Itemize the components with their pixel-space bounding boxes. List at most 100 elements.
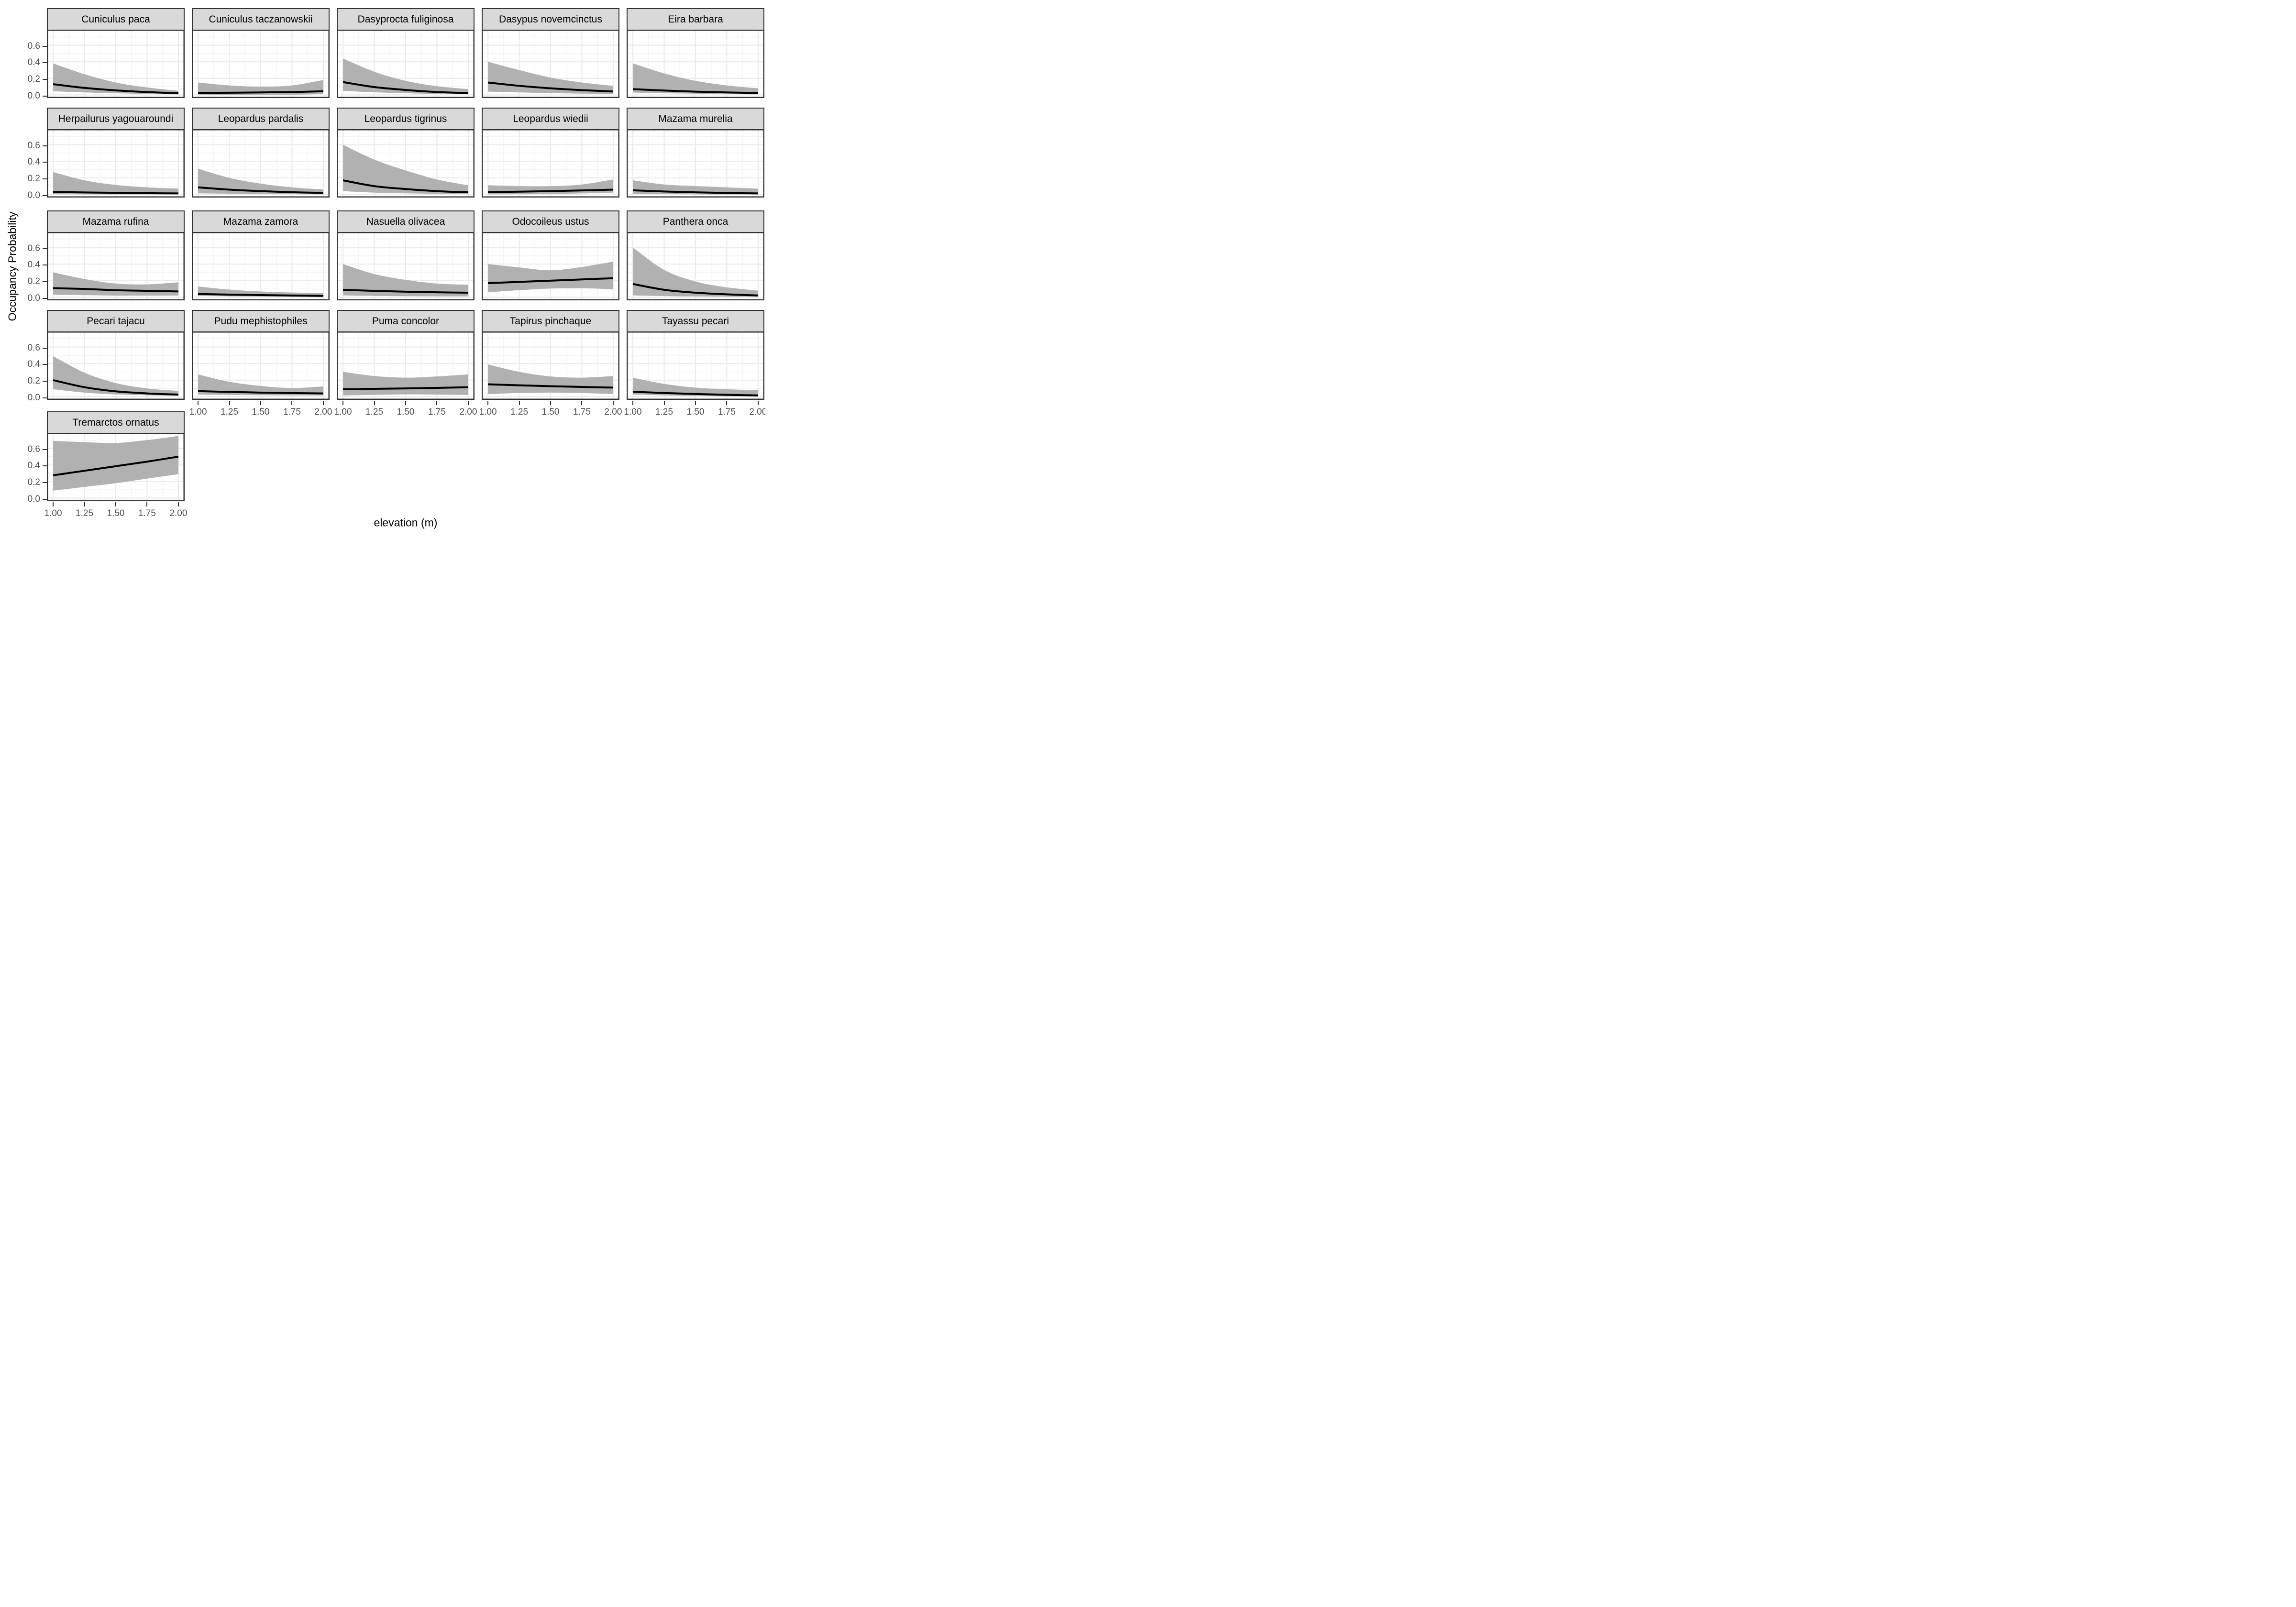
confidence-ribbon (633, 377, 758, 396)
facet-panel: Cuniculus taczanowskii (192, 8, 330, 99)
mean-occupancy-line (488, 383, 613, 388)
facet-strip-label: Nasuella olivacea (337, 210, 475, 233)
x-axis-tick-label: 1.00 (189, 407, 207, 417)
x-axis-tick (632, 401, 634, 405)
y-axis-tick (43, 195, 47, 196)
x-axis-tick (519, 401, 520, 405)
x-axis-tick (198, 401, 199, 405)
x-axis-tick-label: 2.00 (459, 407, 477, 417)
x-axis-tick-label: 1.50 (541, 407, 560, 417)
x-axis-tick-label: 1.75 (718, 407, 736, 417)
x-axis-tick-label: 1.75 (428, 407, 446, 417)
y-axis-tick-label: 0.4 (27, 260, 40, 270)
confidence-ribbon (53, 436, 178, 491)
x-axis-tick-label: 1.75 (283, 407, 301, 417)
x-axis-tick (84, 502, 85, 506)
facet-plot (482, 29, 619, 98)
facet-plot (627, 331, 764, 400)
facet-panel: Pecari tajacu (47, 310, 185, 401)
x-axis-tick (146, 502, 148, 506)
facet-plot (47, 29, 185, 98)
mean-occupancy-line (488, 277, 613, 284)
y-axis-tick (43, 347, 47, 349)
facet-strip-label: Mazama murelia (627, 108, 764, 130)
facet-plot (337, 29, 475, 98)
facet-panel: Leopardus tigrinus (337, 108, 475, 198)
y-axis-tick (43, 498, 47, 500)
facet-strip-label: Pudu mephistophiles (192, 310, 330, 332)
mean-occupancy-line (633, 189, 758, 194)
x-axis-tick (695, 401, 696, 405)
facet-panel: Puma concolor (337, 310, 475, 401)
y-axis-tick (43, 78, 47, 80)
x-axis-tick-label: 2.00 (314, 407, 332, 417)
facet-strip-label: Leopardus tigrinus (337, 108, 475, 130)
facet-strip-label: Odocoileus ustus (482, 210, 619, 233)
x-axis-tick (487, 401, 489, 405)
mean-occupancy-line (487, 81, 613, 92)
mean-occupancy-line (343, 386, 468, 390)
mean-occupancy-line (53, 286, 178, 292)
x-axis-tick (757, 401, 759, 405)
mean-occupancy-line (198, 90, 323, 94)
confidence-ribbon (198, 168, 323, 194)
mean-occupancy-line (53, 379, 178, 396)
facet-plot (627, 231, 764, 300)
y-axis-tick-label: 0.2 (27, 173, 40, 184)
facet-panel: Dasypus novemcinctus (482, 8, 619, 99)
confidence-ribbon (343, 264, 468, 297)
x-axis-tick-label: 1.50 (397, 407, 415, 417)
x-axis-tick-label: 1.75 (138, 508, 156, 518)
x-axis-tick (374, 401, 375, 405)
x-axis-tick (726, 401, 728, 405)
y-axis-tick-label: 0.4 (27, 461, 40, 471)
y-axis-tick (43, 145, 47, 146)
facet-strip-label: Tremarctos ornatus (47, 411, 185, 434)
confidence-ribbon (53, 356, 178, 396)
facet-panel: Nasuella olivacea (337, 210, 475, 301)
facet-strip-label: Panthera onca (627, 210, 764, 233)
y-axis-tick-label: 0.2 (27, 276, 40, 286)
x-axis-tick (260, 401, 261, 405)
x-axis-tick (322, 401, 324, 405)
y-axis-tick (43, 248, 47, 249)
confidence-ribbon (53, 172, 178, 195)
y-axis-tick-label: 0.4 (27, 57, 40, 68)
x-axis-tick-label: 1.50 (252, 407, 270, 417)
x-axis-tick-label: 1.25 (510, 407, 529, 417)
x-axis-tick (291, 401, 293, 405)
facet-plot (192, 29, 330, 98)
facet-panel: Tremarctos ornatus (47, 411, 185, 502)
y-axis-tick-label: 0.0 (27, 494, 40, 504)
y-axis-tick (43, 397, 47, 398)
facet-panel: Pudu mephistophiles (192, 310, 330, 401)
facet-plot (47, 432, 185, 501)
mean-occupancy-line (198, 186, 323, 194)
facet-strip-label: Tapirus pinchaque (482, 310, 619, 332)
y-axis-tick-label: 0.6 (27, 444, 40, 454)
x-axis-tick (467, 401, 469, 405)
y-axis-tick (43, 281, 47, 282)
y-axis-tick (43, 162, 47, 163)
mean-occupancy-line (342, 81, 468, 94)
x-axis-tick-label: 1.50 (107, 508, 125, 518)
x-axis-tick-label: 2.00 (749, 407, 765, 417)
facet-plot (192, 231, 330, 300)
y-axis-tick-label: 0.0 (27, 190, 40, 200)
facet-panel: Herpailurus yagouaroundi (47, 108, 185, 198)
y-axis-tick (43, 45, 47, 47)
x-axis-tick (342, 401, 344, 405)
facet-strip-label: Leopardus wiedii (482, 108, 619, 130)
facet-plot (192, 331, 330, 400)
facet-plot (337, 231, 475, 300)
faceted-occupancy-chart: Occupancy Probability elevation (m) Cuni… (0, 0, 765, 536)
facet-plot (482, 231, 619, 300)
x-axis-tick (436, 401, 438, 405)
y-axis-tick (43, 449, 47, 450)
x-axis-tick (663, 401, 665, 405)
facet-strip-label: Pecari tajacu (47, 310, 185, 332)
facet-plot (337, 129, 475, 198)
y-axis-tick (43, 364, 47, 365)
mean-occupancy-line (633, 390, 758, 396)
facet-panel: Mazama zamora (192, 210, 330, 301)
